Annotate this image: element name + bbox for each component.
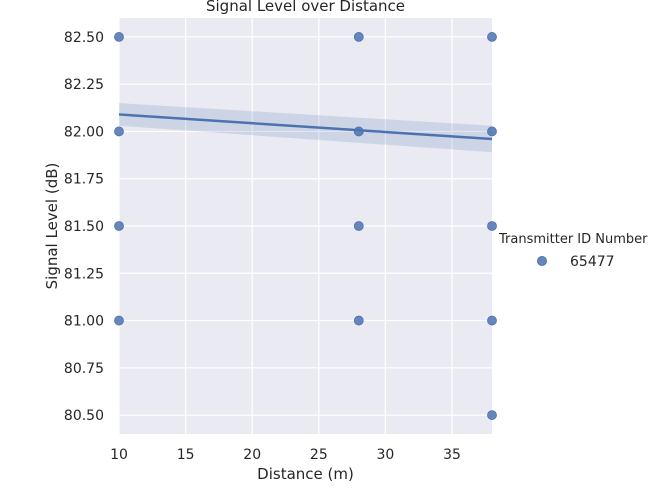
legend-entry-label: 65477	[570, 254, 615, 270]
y-tick-label: 81.75	[64, 172, 104, 188]
x-tick-label: 30	[377, 447, 395, 463]
legend: Transmitter ID Number 65477	[498, 232, 648, 270]
scatter-point	[114, 221, 124, 231]
y-tick-label: 81.00	[64, 314, 104, 330]
y-axis-label: Signal Level (dB)	[43, 163, 61, 290]
legend-title: Transmitter ID Number	[498, 232, 648, 247]
x-tick-label: 20	[243, 447, 261, 463]
scatter-point	[353, 32, 364, 42]
y-tick-label: 80.50	[64, 408, 104, 424]
x-tick-label: 10	[110, 447, 128, 463]
x-tick-label: 25	[310, 447, 328, 463]
x-axis-label: Distance (m)	[257, 465, 354, 483]
y-tick-label: 81.50	[64, 219, 104, 235]
x-tick-label: 35	[443, 447, 461, 463]
y-tick-label: 82.50	[64, 30, 104, 46]
x-tick-labels: 10 15 20 25 30 35	[110, 447, 461, 463]
scatter-point	[487, 126, 497, 137]
grid	[118, 18, 492, 434]
scatter-point	[487, 32, 497, 42]
regression-line	[118, 113, 493, 141]
scatter-point	[353, 221, 364, 231]
scatter-point	[487, 221, 497, 231]
chart-title: Signal Level over Distance	[206, 0, 405, 15]
scatter-points-group	[114, 32, 497, 420]
scatter-point	[114, 126, 124, 137]
y-tick-labels: 80.50 80.75 81.00 81.25 81.50 81.75 82.00 82.25…	[64, 30, 104, 424]
scatter-point	[114, 315, 124, 326]
regression-line-group	[118, 113, 493, 141]
y-tick-label: 82.25	[64, 77, 104, 93]
y-tick-label: 80.75	[64, 361, 104, 377]
y-tick-label: 82.00	[64, 124, 104, 140]
x-tick-label: 15	[177, 447, 195, 463]
scatter-point	[353, 315, 364, 326]
scatter-point	[487, 410, 497, 420]
scatter-point	[487, 315, 497, 326]
scatter-point	[114, 32, 124, 42]
y-tick-label: 81.25	[64, 266, 104, 282]
legend-marker	[537, 256, 547, 266]
